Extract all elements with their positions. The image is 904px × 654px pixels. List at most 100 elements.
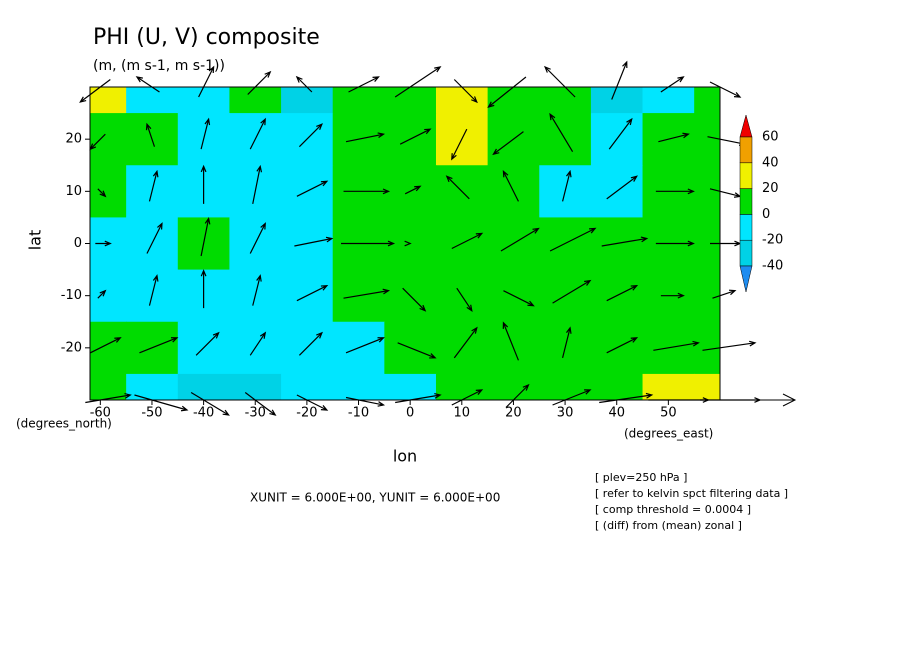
wind-vector bbox=[294, 236, 334, 247]
wind-vector bbox=[296, 180, 329, 197]
wind-vector bbox=[606, 284, 639, 302]
field-cell bbox=[384, 87, 437, 114]
wind-vector bbox=[404, 240, 412, 247]
colorbar-box bbox=[739, 214, 753, 241]
x-tick-label: -50 bbox=[141, 406, 162, 421]
note: [ plev=250 hPa ] bbox=[595, 471, 687, 484]
x-tick-label: 0 bbox=[406, 406, 414, 421]
wind-vector bbox=[200, 269, 207, 309]
y-tick-label: 0 bbox=[74, 236, 82, 251]
x-tick-label: 40 bbox=[608, 406, 625, 421]
x-tick-label: 30 bbox=[557, 406, 574, 421]
wind-vector bbox=[249, 222, 266, 254]
wind-vector bbox=[200, 117, 211, 150]
wind-vector bbox=[145, 122, 156, 147]
wind-vector bbox=[660, 76, 685, 93]
wind-vector bbox=[601, 236, 649, 247]
note: [ (diff) from (mean) zonal ] bbox=[595, 519, 742, 532]
wind-vector bbox=[611, 60, 628, 100]
wind-vector bbox=[249, 117, 266, 150]
field-cell bbox=[332, 87, 385, 114]
wind-vector bbox=[599, 392, 654, 404]
field-cell bbox=[435, 87, 489, 114]
colorbar-label: -40 bbox=[762, 259, 783, 274]
colorbar-box bbox=[739, 136, 753, 164]
wind-vector bbox=[492, 131, 524, 156]
wind-vector bbox=[702, 340, 757, 351]
wind-vector bbox=[552, 279, 592, 304]
x-axis-label: lon bbox=[393, 447, 417, 466]
field-cell bbox=[177, 87, 230, 114]
wind-vector bbox=[487, 76, 527, 108]
colorbar-box bbox=[739, 239, 753, 267]
colorbar-cap bbox=[739, 265, 753, 293]
wind-vector bbox=[561, 326, 572, 358]
chart-title: PHI (U, V) composite bbox=[93, 25, 320, 50]
field-cell bbox=[694, 165, 720, 218]
field-cell bbox=[694, 113, 720, 166]
wind-vector bbox=[709, 81, 742, 98]
wind-vector bbox=[134, 394, 189, 412]
wind-vector bbox=[561, 169, 572, 202]
field-cell bbox=[90, 321, 127, 375]
wind-vector bbox=[97, 188, 107, 198]
wind-vector bbox=[249, 331, 267, 356]
field-cell bbox=[177, 373, 230, 400]
wind-vector bbox=[505, 383, 530, 408]
field-cell bbox=[694, 269, 720, 323]
wind-vector bbox=[655, 240, 695, 247]
colorbar-cap bbox=[739, 114, 753, 138]
wind-vector bbox=[200, 164, 207, 204]
field-cell bbox=[590, 373, 644, 400]
wind-vector bbox=[397, 342, 437, 359]
wind-vector bbox=[394, 66, 442, 98]
field-cell bbox=[90, 113, 127, 166]
x-units: (degrees_east) bbox=[624, 427, 713, 441]
wind-vector bbox=[402, 287, 427, 312]
field-cell bbox=[126, 87, 179, 114]
colorbar-label: -20 bbox=[762, 233, 783, 248]
field-cell bbox=[281, 87, 334, 114]
field-cell bbox=[229, 373, 282, 400]
y-axis-label: lat bbox=[26, 230, 45, 251]
colorbar-label: 20 bbox=[762, 181, 779, 196]
wind-vector bbox=[655, 188, 695, 195]
x-tick-label: 50 bbox=[660, 406, 677, 421]
wind-vector bbox=[348, 76, 380, 93]
unit-note: XUNIT = 6.000E+00, YUNIT = 6.000E+00 bbox=[250, 491, 500, 505]
x-tick-label: -20 bbox=[296, 406, 317, 421]
y-tick-label: -10 bbox=[61, 288, 82, 303]
wind-vector bbox=[296, 394, 329, 411]
reference-arrowhead bbox=[782, 393, 797, 407]
field-cell bbox=[539, 87, 592, 114]
wind-vector bbox=[658, 132, 690, 143]
colorbar-box bbox=[739, 162, 753, 189]
x-tick-label: 10 bbox=[454, 406, 471, 421]
wind-vector bbox=[97, 289, 107, 299]
chart-subtitle: (m, (m s-1, m s-1)) bbox=[93, 58, 225, 74]
wind-vector bbox=[247, 70, 272, 95]
wind-vector bbox=[95, 240, 112, 247]
field-cell bbox=[90, 373, 127, 400]
field-cell bbox=[694, 373, 720, 400]
note: [ comp threshold = 0.0004 ] bbox=[595, 503, 751, 516]
wind-vector bbox=[198, 65, 215, 98]
wind-vector bbox=[345, 337, 385, 354]
x-tick-label: -40 bbox=[193, 406, 214, 421]
field-cell bbox=[90, 165, 127, 218]
wind-vector bbox=[453, 326, 478, 359]
field-cell bbox=[90, 269, 127, 323]
wind-vector bbox=[200, 216, 211, 257]
wind-vector bbox=[79, 79, 111, 103]
wind-vector bbox=[451, 232, 484, 250]
wind-vector bbox=[503, 290, 535, 307]
field-cell bbox=[332, 373, 385, 400]
wind-vector bbox=[343, 188, 391, 195]
wind-vector bbox=[608, 117, 633, 150]
wind-vector bbox=[399, 128, 432, 145]
field-cell bbox=[642, 87, 695, 114]
field-cell bbox=[539, 373, 592, 400]
wind-vector bbox=[395, 393, 442, 404]
field-cell bbox=[229, 87, 282, 114]
y-tick-label: 20 bbox=[65, 132, 82, 147]
